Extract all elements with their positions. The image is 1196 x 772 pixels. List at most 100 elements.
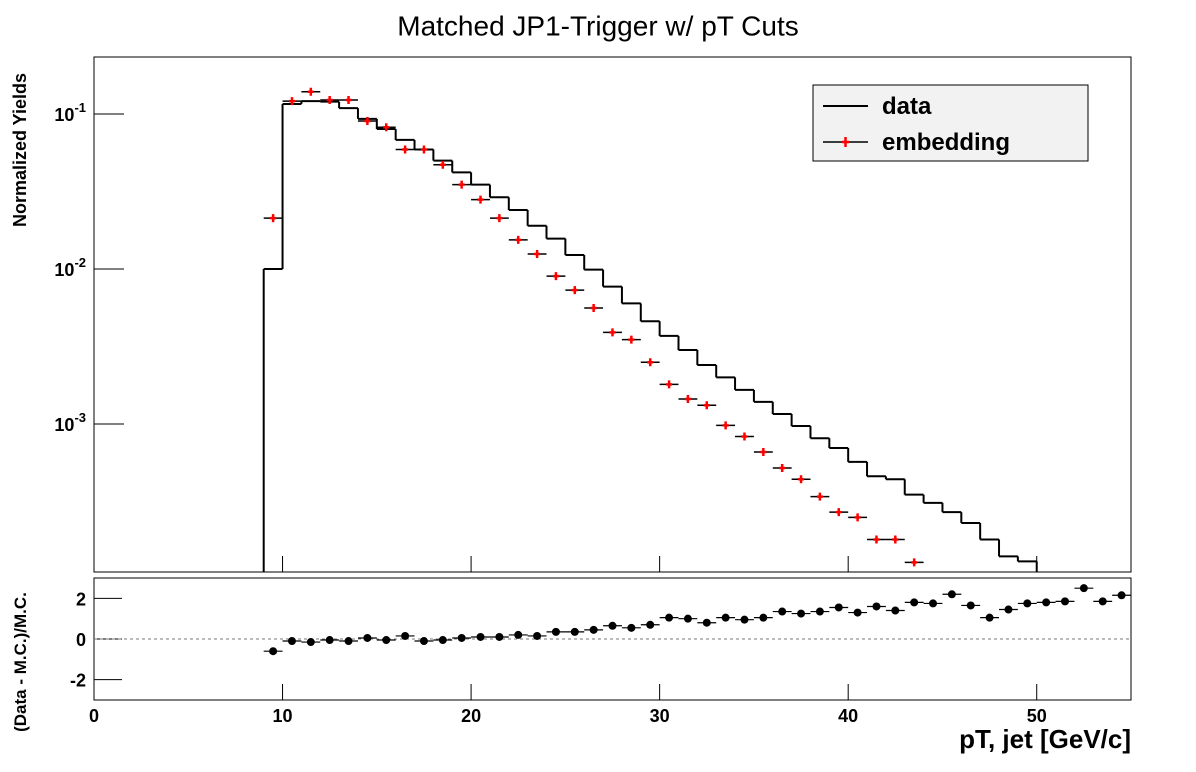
point [929,599,938,608]
point [966,601,975,610]
point [551,627,560,636]
point [438,636,447,645]
point [911,558,918,567]
point [891,606,900,615]
point [910,598,919,607]
point [534,249,541,258]
point [364,117,371,126]
point [722,421,729,430]
point [439,160,446,169]
point [287,637,296,646]
point [288,97,295,106]
point [872,602,881,611]
point [835,508,842,517]
point [609,328,616,337]
point [702,618,711,627]
point [590,304,597,313]
point [363,633,372,642]
x-tick-label: 10 [273,706,293,726]
legend-box [812,84,1089,162]
point [269,647,278,656]
point [741,432,748,441]
point [457,633,466,642]
point [1004,605,1013,614]
point [665,613,674,622]
point [853,608,862,617]
point [419,637,428,646]
point [1117,591,1126,600]
point [326,96,333,105]
point [834,603,843,612]
legend-label: data [882,93,932,120]
y-tick-label: 0 [76,630,86,650]
point [495,632,504,641]
chart-title: Matched JP1-Trigger w/ pT Cuts [397,10,798,41]
point [571,286,578,295]
point [1061,597,1070,606]
point [816,492,823,501]
point [628,335,635,344]
y-tick-label: 10-2 [54,255,86,280]
point [496,214,503,223]
plot-frame [93,56,1132,573]
point [570,627,579,636]
x-axis-title: pT, jet [GeV/c] [959,724,1131,754]
point [815,607,824,616]
legend-marker [842,137,849,147]
point [476,632,485,641]
point [1042,598,1051,607]
point [515,235,522,244]
point [721,613,730,622]
point [1079,584,1088,593]
point [345,96,352,105]
point [1023,599,1032,608]
point [533,631,542,640]
point [759,613,768,622]
x-tick-label: 30 [650,706,670,726]
point [798,475,805,484]
point [270,214,277,223]
x-tick-label: 40 [838,706,858,726]
point [458,180,465,189]
point [985,613,994,622]
point [797,609,806,618]
point [779,464,786,473]
point [684,394,691,403]
point [383,123,390,132]
point [344,637,353,646]
point [892,535,899,544]
point [873,535,880,544]
point [608,621,617,630]
point [382,636,391,645]
point [477,195,484,204]
point [325,636,334,645]
point [1098,597,1107,606]
y-axis-title: Normalized Yields [10,73,30,227]
y-tick-label: -2 [70,671,86,691]
point [627,623,636,632]
legend-label: embedding [882,129,1010,156]
point [683,614,692,623]
point [947,590,956,599]
y-tick-label: 2 [76,589,86,609]
point [760,447,767,456]
point [647,358,654,367]
x-tick-label: 50 [1027,706,1047,726]
x-tick-label: 0 [89,706,99,726]
point [740,615,749,624]
point [402,145,409,154]
point [646,620,655,629]
point [307,87,314,96]
y-tick-label: 10-3 [54,410,86,435]
point [514,630,523,639]
point [401,631,410,640]
y-tick-label: 10-1 [54,100,86,125]
point [589,625,598,634]
point [703,401,710,410]
point [854,513,861,522]
point [778,607,787,616]
point [420,145,427,154]
point [306,638,315,647]
x-tick-label: 20 [461,706,481,726]
